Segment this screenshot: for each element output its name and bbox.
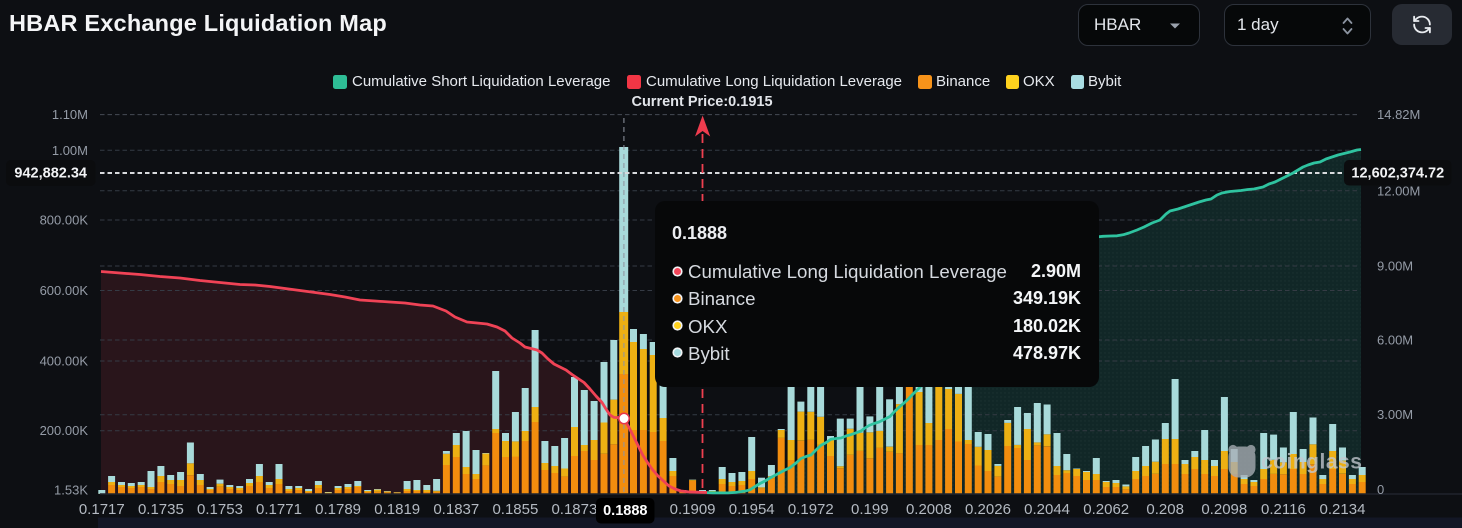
svg-text:0.2134: 0.2134 (1320, 501, 1366, 518)
svg-text:0.1735: 0.1735 (138, 501, 184, 518)
svg-text:0.1753: 0.1753 (197, 501, 243, 518)
svg-text:0.2098: 0.2098 (1201, 501, 1247, 518)
svg-text:1.53K: 1.53K (54, 483, 88, 498)
svg-text:0.2116: 0.2116 (1261, 501, 1306, 518)
svg-text:14.82M: 14.82M (1377, 107, 1420, 122)
svg-text:0.2008: 0.2008 (906, 501, 952, 518)
svg-text:coinglass: coinglass (1261, 451, 1362, 474)
svg-text:0.208: 0.208 (1146, 501, 1184, 518)
svg-text:0.1819: 0.1819 (374, 501, 420, 518)
svg-text:0.2026: 0.2026 (965, 501, 1011, 518)
svg-text:0.1909: 0.1909 (670, 501, 716, 518)
svg-text:1.00M: 1.00M (52, 143, 88, 158)
svg-text:0.199: 0.199 (851, 501, 889, 518)
svg-text:0: 0 (1377, 482, 1384, 497)
svg-text:6.00M: 6.00M (1377, 333, 1413, 348)
svg-text:0.2062: 0.2062 (1083, 501, 1129, 518)
svg-text:200.00K: 200.00K (40, 423, 89, 438)
svg-text:0.1855: 0.1855 (492, 501, 538, 518)
svg-text:600.00K: 600.00K (40, 283, 89, 298)
svg-text:0.1954: 0.1954 (729, 501, 775, 518)
svg-text:0.1837: 0.1837 (433, 501, 479, 518)
svg-text:0.1717: 0.1717 (79, 501, 125, 518)
svg-text:12,602,374.72: 12,602,374.72 (1351, 165, 1444, 181)
svg-text:0.1789: 0.1789 (315, 501, 361, 518)
svg-text:0.1873: 0.1873 (551, 501, 597, 518)
svg-text:400.00K: 400.00K (40, 354, 89, 369)
svg-text:12.00M: 12.00M (1377, 183, 1420, 198)
svg-text:0.2044: 0.2044 (1024, 501, 1070, 518)
svg-text:800.00K: 800.00K (40, 213, 89, 228)
svg-text:3.00M: 3.00M (1377, 407, 1413, 422)
svg-text:0.1771: 0.1771 (256, 501, 302, 518)
svg-text:942,882.34: 942,882.34 (14, 166, 87, 182)
svg-text:0.1888: 0.1888 (603, 503, 647, 519)
svg-text:1.10M: 1.10M (52, 107, 88, 122)
svg-text:0.1972: 0.1972 (788, 501, 834, 518)
svg-text:9.00M: 9.00M (1377, 259, 1413, 274)
